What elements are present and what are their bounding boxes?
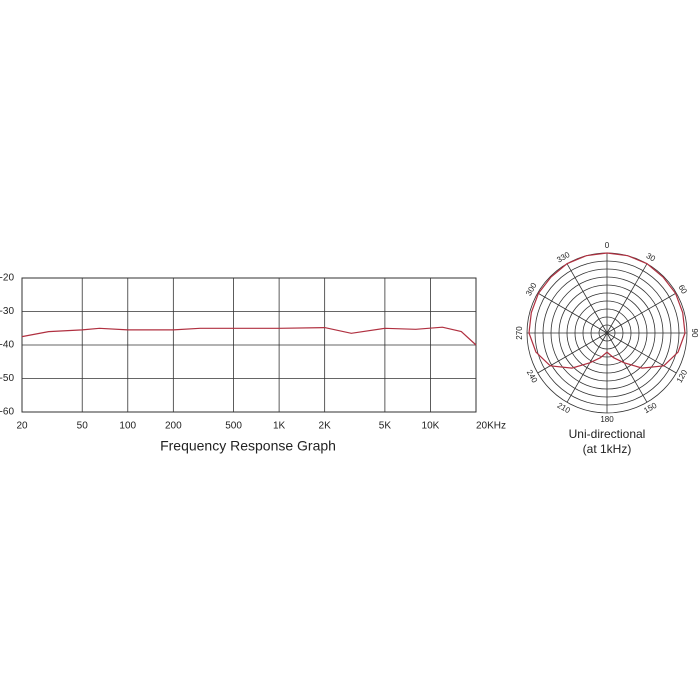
angle-label: 180 xyxy=(600,415,614,424)
angle-label: 0 xyxy=(605,241,610,250)
y-tick-label: -50 xyxy=(0,373,14,384)
x-tick-label: 5K xyxy=(379,421,392,432)
angle-label: 210 xyxy=(556,401,573,416)
chart-title: Frequency Response Graph xyxy=(160,438,336,454)
chart-subtitle: (at 1kHz) xyxy=(583,442,632,456)
grid-spoke xyxy=(606,292,677,334)
grid-spoke xyxy=(566,263,608,334)
angle-label: 240 xyxy=(525,368,540,385)
chart-title: Uni-directional xyxy=(569,427,646,441)
y-tick-label: -30 xyxy=(0,306,14,317)
polar-pattern xyxy=(528,252,686,369)
angle-label: 60 xyxy=(677,283,690,296)
x-tick-label: 200 xyxy=(165,421,182,432)
x-tick-label: 100 xyxy=(119,421,136,432)
angle-label: 90 xyxy=(690,329,699,338)
grid-spoke xyxy=(537,292,608,334)
x-tick-label: 50 xyxy=(77,421,89,432)
x-tick-label: 500 xyxy=(225,421,242,432)
response-line xyxy=(21,326,477,346)
x-tick-label: 10K xyxy=(422,421,440,432)
y-tick-label: -20 xyxy=(0,273,14,284)
y-tick-label: -40 xyxy=(0,340,14,351)
grid-spoke xyxy=(566,332,608,403)
grid-spoke xyxy=(606,332,677,374)
x-tick-label: 1K xyxy=(273,421,286,432)
angle-label: 150 xyxy=(642,400,659,415)
grid-spoke xyxy=(606,332,648,403)
x-tick-label: 20 xyxy=(16,421,28,432)
grid-spoke xyxy=(606,263,648,334)
angle-label: 30 xyxy=(645,251,658,264)
y-tick-label: -60 xyxy=(0,407,14,418)
x-tick-label: 2K xyxy=(319,421,332,432)
angle-label: 120 xyxy=(675,368,690,385)
x-tick-label: 20KHz xyxy=(476,421,506,432)
angle-label: 270 xyxy=(515,326,524,340)
grid-spoke xyxy=(537,332,608,374)
